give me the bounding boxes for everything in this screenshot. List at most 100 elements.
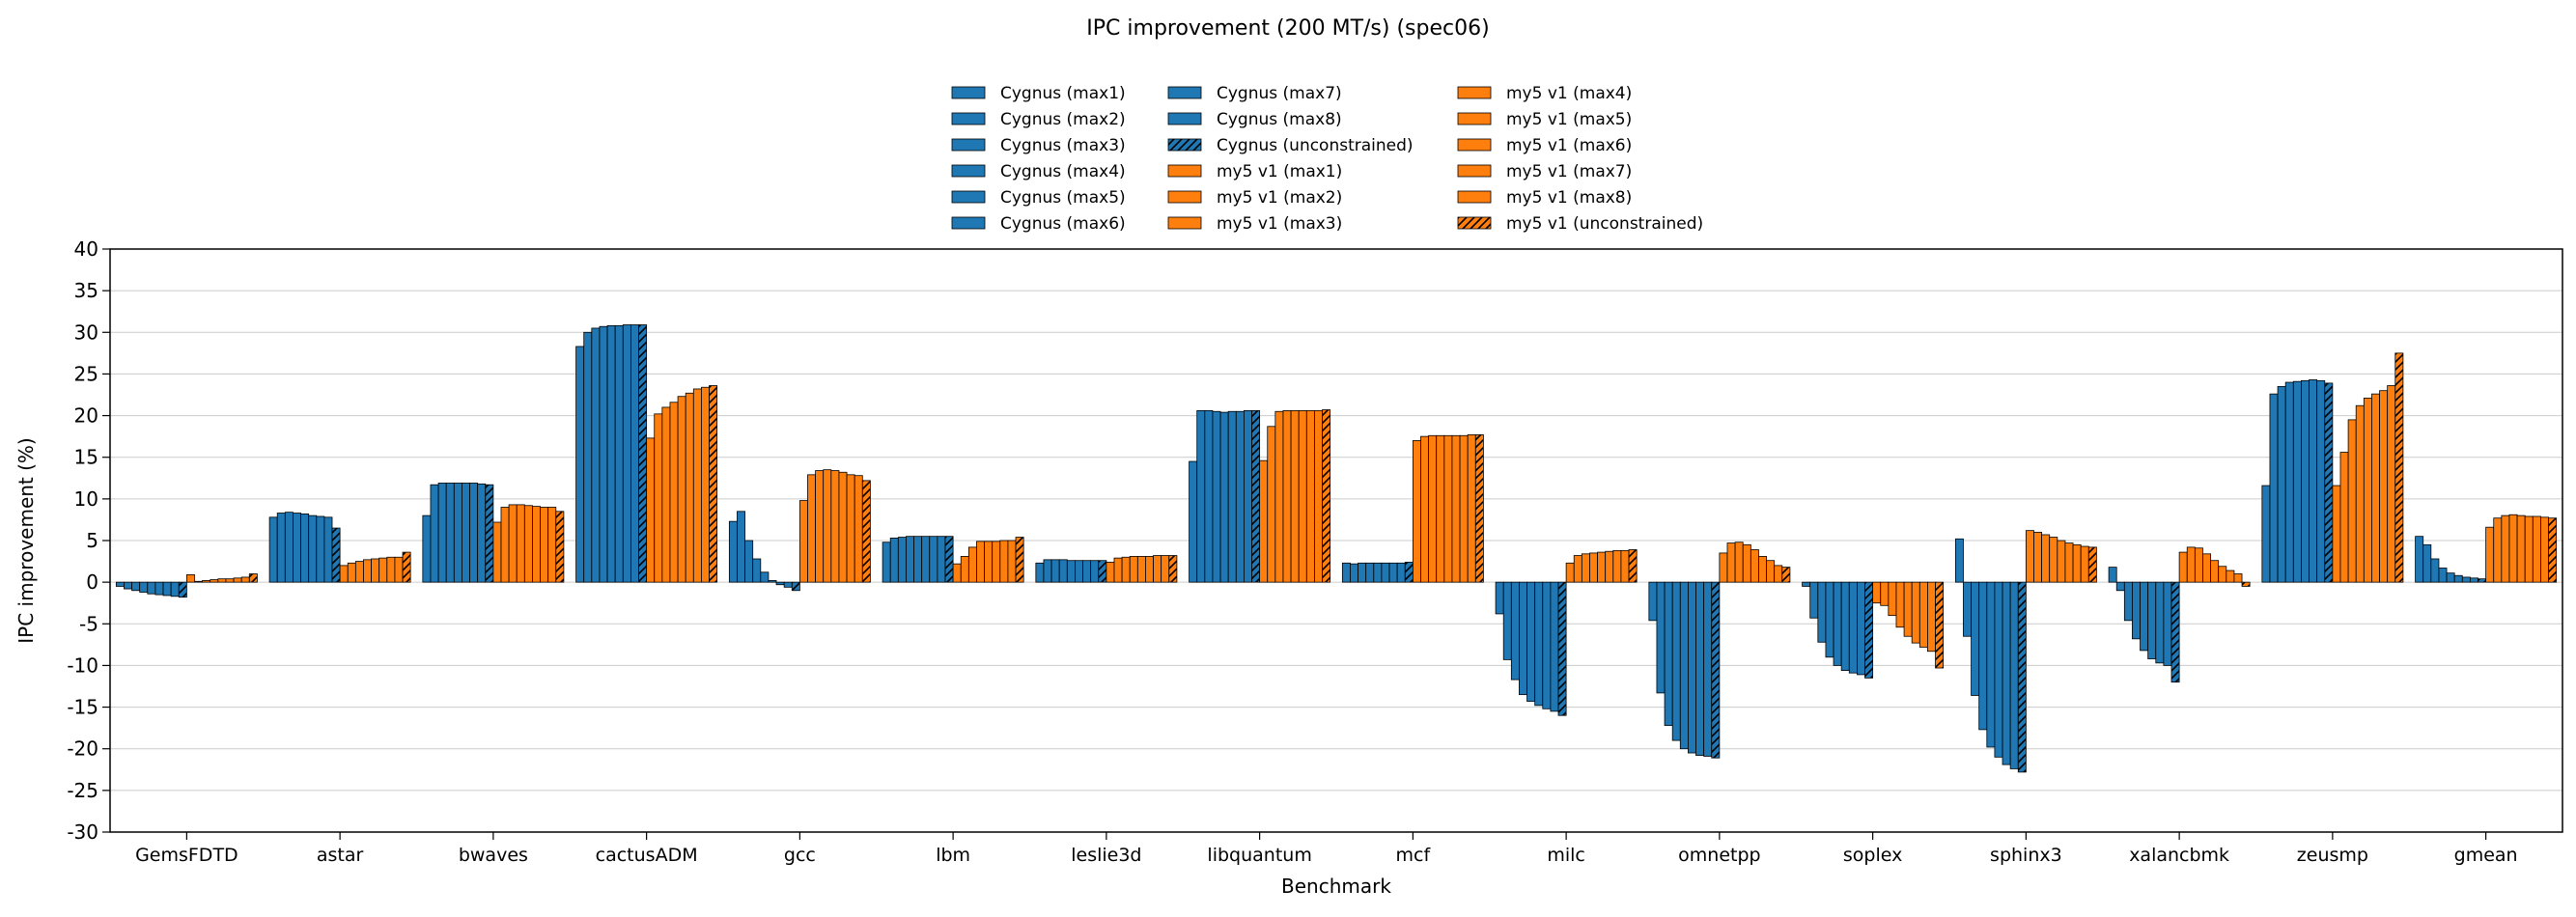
- bar: [1243, 409, 1252, 583]
- bar: [386, 556, 396, 583]
- bar: [2269, 393, 2279, 583]
- bar: [1833, 581, 1842, 666]
- bar: [654, 413, 663, 583]
- bar: [1750, 549, 1759, 583]
- legend-label: my5 v1 (max7): [1506, 162, 1632, 181]
- bar: [1050, 559, 1060, 583]
- bar: [583, 331, 593, 583]
- bar: [1519, 581, 1527, 696]
- bar-hatch: [1475, 434, 1484, 583]
- x-tick-label: astar: [317, 845, 364, 866]
- bar: [1043, 559, 1052, 583]
- bar: [854, 475, 863, 583]
- bar: [2140, 581, 2149, 652]
- bar: [669, 402, 679, 583]
- bar: [1113, 557, 1123, 583]
- bar: [952, 563, 962, 583]
- y-tick-label: 5: [86, 529, 98, 552]
- bar: [1664, 581, 1673, 726]
- bar: [500, 507, 510, 583]
- bar: [437, 483, 447, 583]
- bar: [162, 581, 172, 597]
- bar-hatch: [1016, 537, 1024, 583]
- bar: [300, 513, 310, 583]
- bar: [630, 324, 639, 583]
- bar: [115, 581, 125, 587]
- bar: [308, 514, 318, 583]
- bar: [1927, 581, 1936, 653]
- bar: [1298, 409, 1307, 583]
- bar: [1259, 459, 1269, 583]
- legend-label: my5 v1 (max8): [1506, 188, 1632, 208]
- x-tick-label: cactusADM: [596, 845, 698, 866]
- bar: [547, 507, 557, 583]
- bar: [2461, 576, 2471, 583]
- bar: [1350, 563, 1358, 583]
- bar: [1082, 560, 1092, 583]
- bar: [2508, 514, 2518, 583]
- bar: [2430, 558, 2440, 583]
- y-tick-label: -25: [67, 779, 98, 802]
- bar: [737, 511, 745, 583]
- bar: [1719, 552, 1728, 583]
- legend-label: Cygnus (max4): [1000, 162, 1126, 181]
- y-tick-label: 0: [86, 570, 98, 594]
- bar: [240, 576, 250, 583]
- legend-label: Cygnus (max1): [1000, 84, 1126, 103]
- bar: [744, 540, 754, 583]
- bar: [1734, 542, 1744, 583]
- bar: [445, 483, 455, 583]
- bar: [1848, 581, 1858, 674]
- y-tick-label: -20: [67, 737, 98, 761]
- bar: [354, 561, 364, 583]
- bar: [1212, 410, 1221, 583]
- bar: [1145, 555, 1154, 583]
- legend: Cygnus (max1) Cygnus (max2) Cygnus (max3) C…: [951, 84, 1703, 234]
- bar: [268, 516, 278, 583]
- bar: [2438, 568, 2448, 583]
- bar: [622, 324, 631, 583]
- legend-swatch: [1457, 138, 1492, 152]
- bar: [210, 579, 219, 583]
- bar: [798, 500, 808, 583]
- bar: [225, 578, 235, 583]
- bar-hatch: [945, 536, 954, 583]
- bar: [2261, 485, 2271, 583]
- bar: [2371, 393, 2380, 583]
- bars: [115, 324, 2558, 773]
- legend-swatch-hatch: [1458, 217, 1491, 229]
- legend-label: Cygnus (max5): [1000, 188, 1126, 208]
- bar: [2332, 485, 2341, 583]
- bar: [2379, 390, 2389, 583]
- bar: [2516, 514, 2526, 583]
- bar: [170, 581, 180, 597]
- bar: [323, 516, 333, 583]
- bar: [492, 521, 502, 583]
- bar: [2540, 516, 2549, 583]
- bar: [2178, 551, 2188, 583]
- bar: [2347, 419, 2357, 583]
- bar: [516, 504, 525, 583]
- legend-swatch: [1167, 112, 1202, 125]
- legend-label: my5 v1 (max1): [1217, 162, 1342, 181]
- bar: [1451, 434, 1461, 583]
- bar: [1090, 560, 1100, 583]
- bar: [1565, 562, 1575, 583]
- bar: [728, 520, 738, 583]
- bar: [378, 557, 388, 583]
- bar: [1136, 555, 1146, 583]
- bar: [599, 325, 608, 583]
- bar: [1066, 560, 1076, 583]
- bar: [1153, 555, 1162, 583]
- bar: [2194, 547, 2203, 583]
- bar: [2387, 385, 2396, 583]
- bar: [1597, 551, 1607, 583]
- bar: [2226, 570, 2235, 583]
- bar-hatch: [1558, 582, 1567, 716]
- bar: [701, 386, 710, 583]
- bar: [2292, 380, 2302, 583]
- bar: [185, 573, 195, 583]
- bar: [897, 537, 907, 583]
- bar: [1282, 409, 1292, 583]
- bar: [960, 555, 969, 583]
